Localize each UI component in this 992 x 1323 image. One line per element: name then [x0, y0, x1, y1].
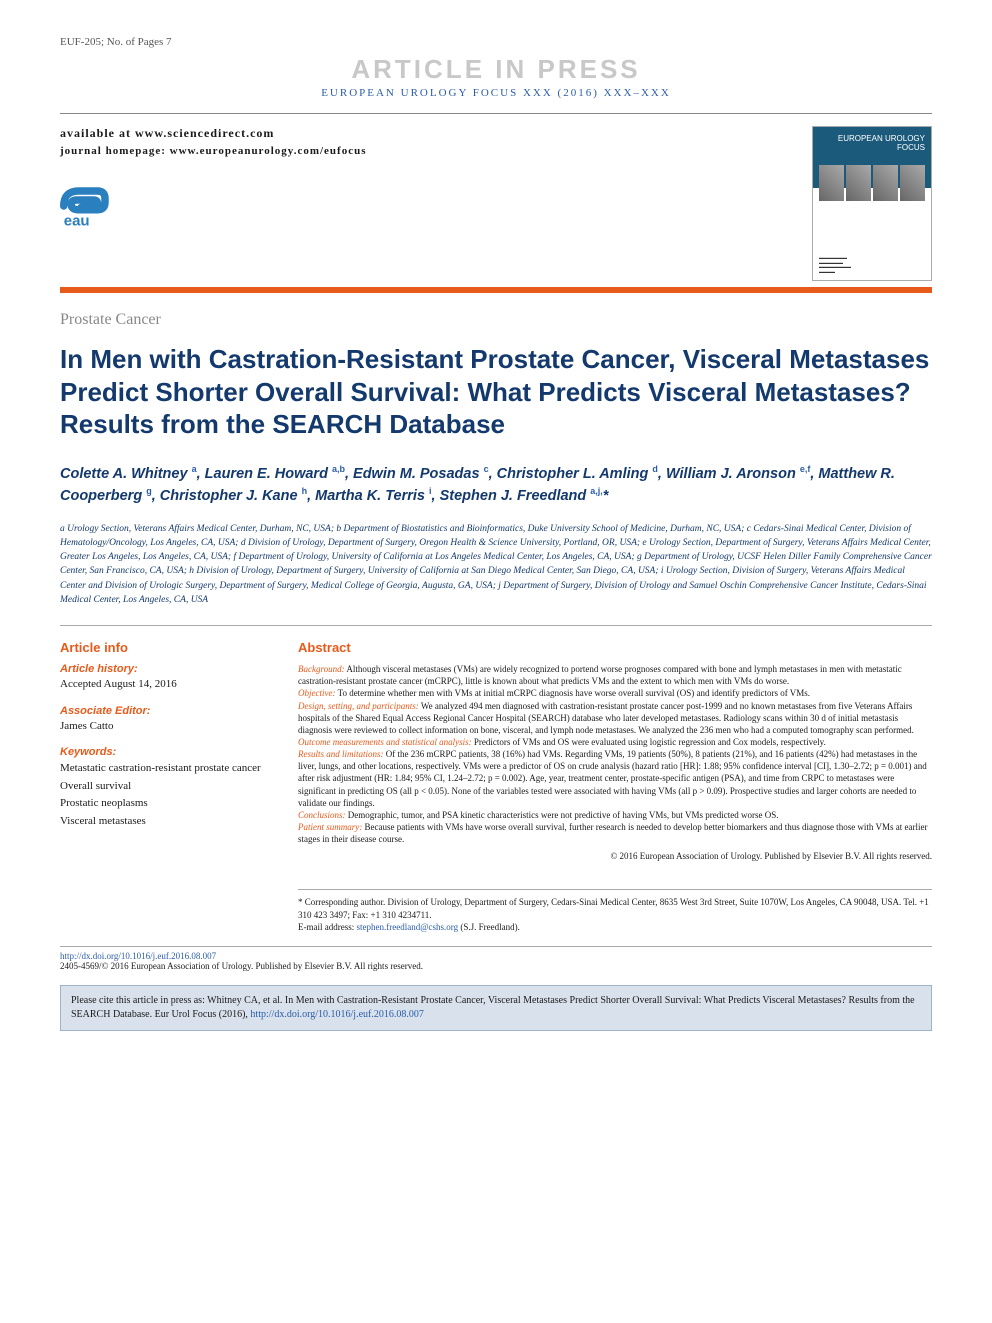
abstract-body: Background: Although visceral metastases…	[298, 663, 932, 845]
two-column-layout: Article info Article history: Accepted A…	[60, 640, 932, 934]
issn-copyright-line: 2405-4569/© 2016 European Association of…	[60, 961, 932, 971]
article-info-heading: Article info	[60, 640, 270, 655]
svg-text:eau: eau	[64, 213, 90, 230]
journal-homepage-line: journal homepage: www.europeanurology.co…	[60, 145, 812, 157]
keywords-label: Keywords:	[60, 746, 270, 758]
corresp-email-link[interactable]: stephen.freedland@cshs.org	[356, 922, 458, 932]
available-at-line: available at www.sciencedirect.com	[60, 126, 812, 141]
article-reference: EUF-205; No. of Pages 7	[60, 36, 932, 48]
orange-divider-bar	[60, 287, 932, 293]
journal-citation-line: EUROPEAN UROLOGY FOCUS XXX (2016) XXX–XX…	[60, 87, 932, 99]
article-title: In Men with Castration-Resistant Prostat…	[60, 343, 932, 441]
keyword-item: Prostatic neoplasms	[60, 795, 270, 813]
horizontal-rule	[60, 625, 932, 626]
citation-box: Please cite this article in press as: Wh…	[60, 985, 932, 1031]
corresponding-author: * Corresponding author. Division of Urol…	[298, 889, 932, 934]
abstract-heading: Abstract	[298, 640, 932, 655]
keywords-list: Metastatic castration-resistant prostate…	[60, 760, 270, 830]
corresp-email-name: (S.J. Freedland).	[458, 922, 520, 932]
footer-rule	[60, 946, 932, 947]
section-label: Prostate Cancer	[60, 311, 932, 329]
cite-text: Please cite this article in press as: Wh…	[71, 995, 915, 1020]
in-press-banner: ARTICLE IN PRESS	[60, 54, 932, 85]
author-list: Colette A. Whitney a, Lauren E. Howard a…	[60, 463, 932, 508]
editor-name: James Catto	[60, 719, 270, 734]
email-label: E-mail address:	[298, 922, 356, 932]
header-row: available at www.sciencedirect.com journ…	[60, 113, 932, 281]
abstract-copyright: © 2016 European Association of Urology. …	[298, 851, 932, 861]
eau-logo: eau	[60, 181, 812, 236]
keyword-item: Visceral metastases	[60, 813, 270, 831]
corresp-text: * Corresponding author. Division of Urol…	[298, 897, 929, 920]
keyword-item: Overall survival	[60, 778, 270, 796]
journal-cover-thumbnail: EUROPEAN UROLOGY FOCUS ▬▬▬▬▬▬▬▬▬▬▬▬▬▬▬▬▬…	[812, 126, 932, 281]
article-info-column: Article info Article history: Accepted A…	[60, 640, 270, 934]
abstract-column: Abstract Background: Although visceral m…	[298, 640, 932, 934]
editor-label: Associate Editor:	[60, 705, 270, 717]
keyword-item: Metastatic castration-resistant prostate…	[60, 760, 270, 778]
history-label: Article history:	[60, 663, 270, 675]
affiliations: a Urology Section, Veterans Affairs Medi…	[60, 522, 932, 608]
doi-link[interactable]: http://dx.doi.org/10.1016/j.euf.2016.08.…	[60, 951, 216, 961]
history-text: Accepted August 14, 2016	[60, 677, 270, 692]
cite-doi-link[interactable]: http://dx.doi.org/10.1016/j.euf.2016.08.…	[250, 1009, 423, 1020]
journal-cover-title: EUROPEAN UROLOGY FOCUS	[813, 135, 925, 153]
